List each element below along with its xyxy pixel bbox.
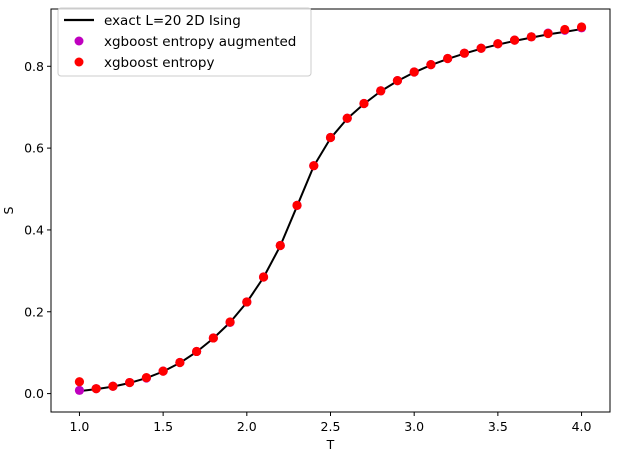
xgboost-point: [426, 60, 436, 70]
xgboost-point: [325, 132, 336, 143]
x-tick-label: 3.5: [488, 419, 508, 434]
xgboost-point: [141, 373, 151, 383]
legend-marker-xgboost: [74, 57, 84, 67]
xgboost-point: [258, 272, 269, 282]
xgboost-point: [225, 317, 235, 327]
xgboost-point: [158, 366, 168, 376]
xgboost-point: [459, 48, 469, 58]
x-tick-label: 1.0: [70, 419, 90, 434]
xgboost-point: [560, 24, 570, 35]
xgboost-point: [543, 28, 553, 39]
xgboost-point: [175, 357, 185, 368]
xgboost-point: [476, 43, 486, 53]
x-tick-label: 1.5: [153, 419, 173, 434]
legend-marker-augmented: [74, 36, 84, 46]
xgboost-point: [309, 161, 319, 171]
x-tick-label: 4.0: [572, 419, 592, 434]
xgboost-point: [292, 200, 302, 210]
legend-label-augmented: xgboost entropy augmented: [104, 34, 296, 50]
y-tick-label: 0.2: [24, 304, 44, 319]
axis-ticks: 1.0 1.5 2.0 2.5 3.0 3.5 4.0 0.0 0.2 0.4 0.6 0.8: [24, 59, 591, 434]
xgboost-point: [342, 113, 352, 123]
y-axis-label: S: [1, 206, 16, 214]
xgboost-point: [576, 22, 587, 32]
x-axis-label: T: [326, 437, 335, 452]
legend-label-xgboost: xgboost entropy: [104, 55, 215, 71]
x-tick-label: 2.0: [237, 419, 257, 434]
y-tick-label: 0.0: [24, 386, 44, 401]
xgboost-point: [526, 32, 536, 42]
xgboost-point: [108, 381, 118, 391]
y-tick-label: 0.4: [24, 222, 44, 237]
xgboost-point: [376, 86, 386, 96]
xgboost-point: [392, 76, 403, 86]
xgboost-point: [91, 384, 101, 394]
xgboost-point: [192, 346, 202, 357]
plot-area: [74, 22, 587, 395]
y-tick-label: 0.6: [24, 141, 44, 156]
xgboost-point: [74, 377, 85, 387]
x-tick-label: 2.5: [321, 419, 341, 434]
legend-box: [57, 7, 312, 77]
augmented-point: [74, 385, 85, 395]
legend-label-exact: exact L=20 2D Ising: [104, 13, 241, 29]
xgboost-point: [359, 98, 369, 109]
xgboost-point: [443, 53, 453, 64]
xgboost-point: [208, 333, 218, 343]
xgboost-points: [74, 22, 587, 394]
xgboost-point: [125, 377, 135, 388]
xgboost-point: [275, 240, 285, 251]
legend: exact L=20 2D Ising xgboost entropy augm…: [57, 7, 312, 77]
xgboost-point: [509, 35, 520, 45]
xgboost-point: [493, 39, 503, 49]
x-tick-label: 3.0: [404, 419, 424, 434]
xgboost-point: [409, 67, 419, 77]
y-tick-label: 0.8: [24, 59, 44, 74]
xgboost-point: [242, 297, 252, 307]
